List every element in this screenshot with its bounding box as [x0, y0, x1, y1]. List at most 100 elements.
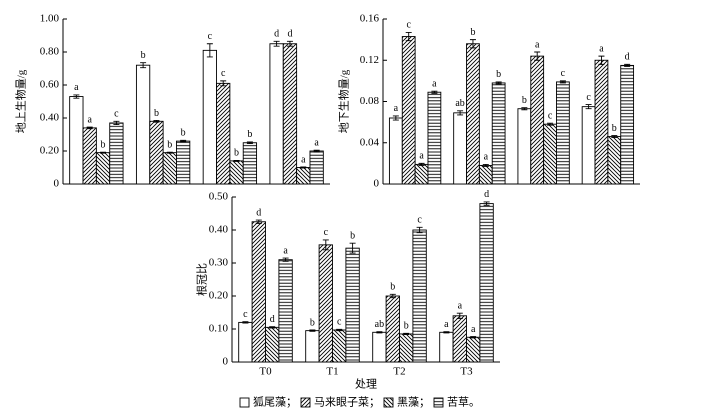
- significance-label: a: [283, 245, 288, 256]
- y-tick-label: 0.04: [360, 136, 380, 148]
- bar: [399, 333, 414, 363]
- bar: [149, 120, 164, 185]
- bar: [95, 152, 111, 185]
- significance-label: b: [141, 50, 146, 61]
- bar: [372, 331, 387, 363]
- y-tick-label: 0: [223, 356, 229, 368]
- error-bar: [392, 115, 399, 121]
- y-tick-label: 0.12: [360, 54, 379, 66]
- significance-label: b: [404, 321, 409, 332]
- error-bar: [376, 331, 383, 334]
- bar: [466, 43, 480, 185]
- error-bar: [469, 39, 476, 49]
- significance-label: b: [234, 148, 239, 159]
- bar: [318, 244, 333, 363]
- bar: [345, 247, 360, 363]
- error-bar: [598, 55, 605, 65]
- error-bar: [521, 107, 528, 111]
- error-bar: [180, 139, 187, 143]
- y-axis-label: 地上生物量/g: [14, 69, 28, 133]
- x-tick-label: T2: [393, 366, 405, 378]
- significance-label: d: [625, 52, 630, 63]
- legend-swatch: [433, 397, 444, 408]
- legend-label: 狐尾藻；: [253, 395, 297, 409]
- bar: [135, 64, 151, 185]
- significance-label: d: [274, 29, 279, 40]
- x-tick-label: T0: [259, 366, 272, 378]
- legend-swatch: [239, 397, 250, 408]
- legend-swatch: [383, 397, 394, 408]
- bar: [305, 330, 320, 363]
- error-bar: [86, 126, 93, 130]
- error-bar: [269, 326, 276, 329]
- error-bar: [349, 242, 356, 254]
- significance-label: a: [419, 151, 424, 162]
- legend-label: 黑藻；: [397, 396, 430, 409]
- error-bar: [282, 257, 289, 262]
- error-bar: [206, 43, 213, 58]
- error-bar: [483, 201, 490, 206]
- significance-label: a: [314, 137, 319, 148]
- error-bar: [443, 331, 450, 334]
- error-bar: [220, 80, 227, 87]
- significance-label: a: [432, 78, 437, 89]
- bar: [414, 163, 429, 185]
- y-tick-label: 0.40: [40, 112, 60, 124]
- bar: [176, 140, 191, 185]
- x-tick-label: T1: [326, 366, 338, 378]
- y-tick-label: 0.80: [40, 46, 60, 58]
- significance-label: b: [612, 123, 617, 134]
- error-bar: [140, 62, 147, 69]
- bar: [251, 221, 266, 363]
- bar: [439, 331, 454, 363]
- error-bar: [534, 51, 541, 61]
- significance-label: a: [471, 324, 476, 335]
- y-tick-label: 0.16: [360, 13, 380, 25]
- error-bar: [166, 151, 173, 154]
- x-axis-label: 处理: [355, 378, 377, 391]
- error-bar: [585, 104, 592, 110]
- y-tick-label: 0: [54, 178, 60, 190]
- bar: [82, 127, 97, 185]
- bar: [517, 108, 532, 185]
- bar: [269, 43, 284, 185]
- significance-label: d: [287, 29, 292, 40]
- error-bar: [418, 162, 425, 166]
- y-tick-label: 0.20: [209, 290, 229, 302]
- significance-label: c: [208, 31, 213, 42]
- significance-label: b: [496, 69, 501, 80]
- error-bar: [403, 332, 410, 336]
- error-bar: [547, 122, 554, 126]
- bar: [332, 329, 347, 363]
- significance-label: d: [484, 189, 489, 200]
- error-bar: [255, 219, 262, 224]
- significance-label: b: [350, 230, 355, 241]
- bar: [202, 49, 217, 185]
- bar: [242, 142, 258, 185]
- error-bar: [300, 166, 307, 169]
- significance-label: c: [586, 92, 591, 103]
- error-bar: [246, 141, 253, 145]
- bar: [530, 55, 545, 185]
- significance-label: b: [154, 108, 159, 119]
- bar: [296, 167, 311, 185]
- bar: [412, 229, 427, 363]
- legend-label: 马来眼子菜；: [314, 396, 380, 409]
- significance-label: c: [406, 20, 411, 31]
- bar: [620, 64, 635, 185]
- bar: [452, 315, 467, 363]
- error-bar: [416, 226, 423, 234]
- error-bar: [457, 110, 464, 116]
- error-bar: [100, 151, 107, 154]
- error-bar: [431, 90, 438, 94]
- significance-label: d: [270, 314, 275, 325]
- error-bar: [309, 329, 316, 332]
- error-bar: [242, 321, 249, 324]
- legend-label: 苦草。: [447, 396, 480, 409]
- bar: [427, 91, 442, 185]
- bar: [594, 59, 609, 185]
- bar: [491, 82, 506, 185]
- bar: [216, 82, 231, 185]
- significance-label: ab: [375, 319, 384, 330]
